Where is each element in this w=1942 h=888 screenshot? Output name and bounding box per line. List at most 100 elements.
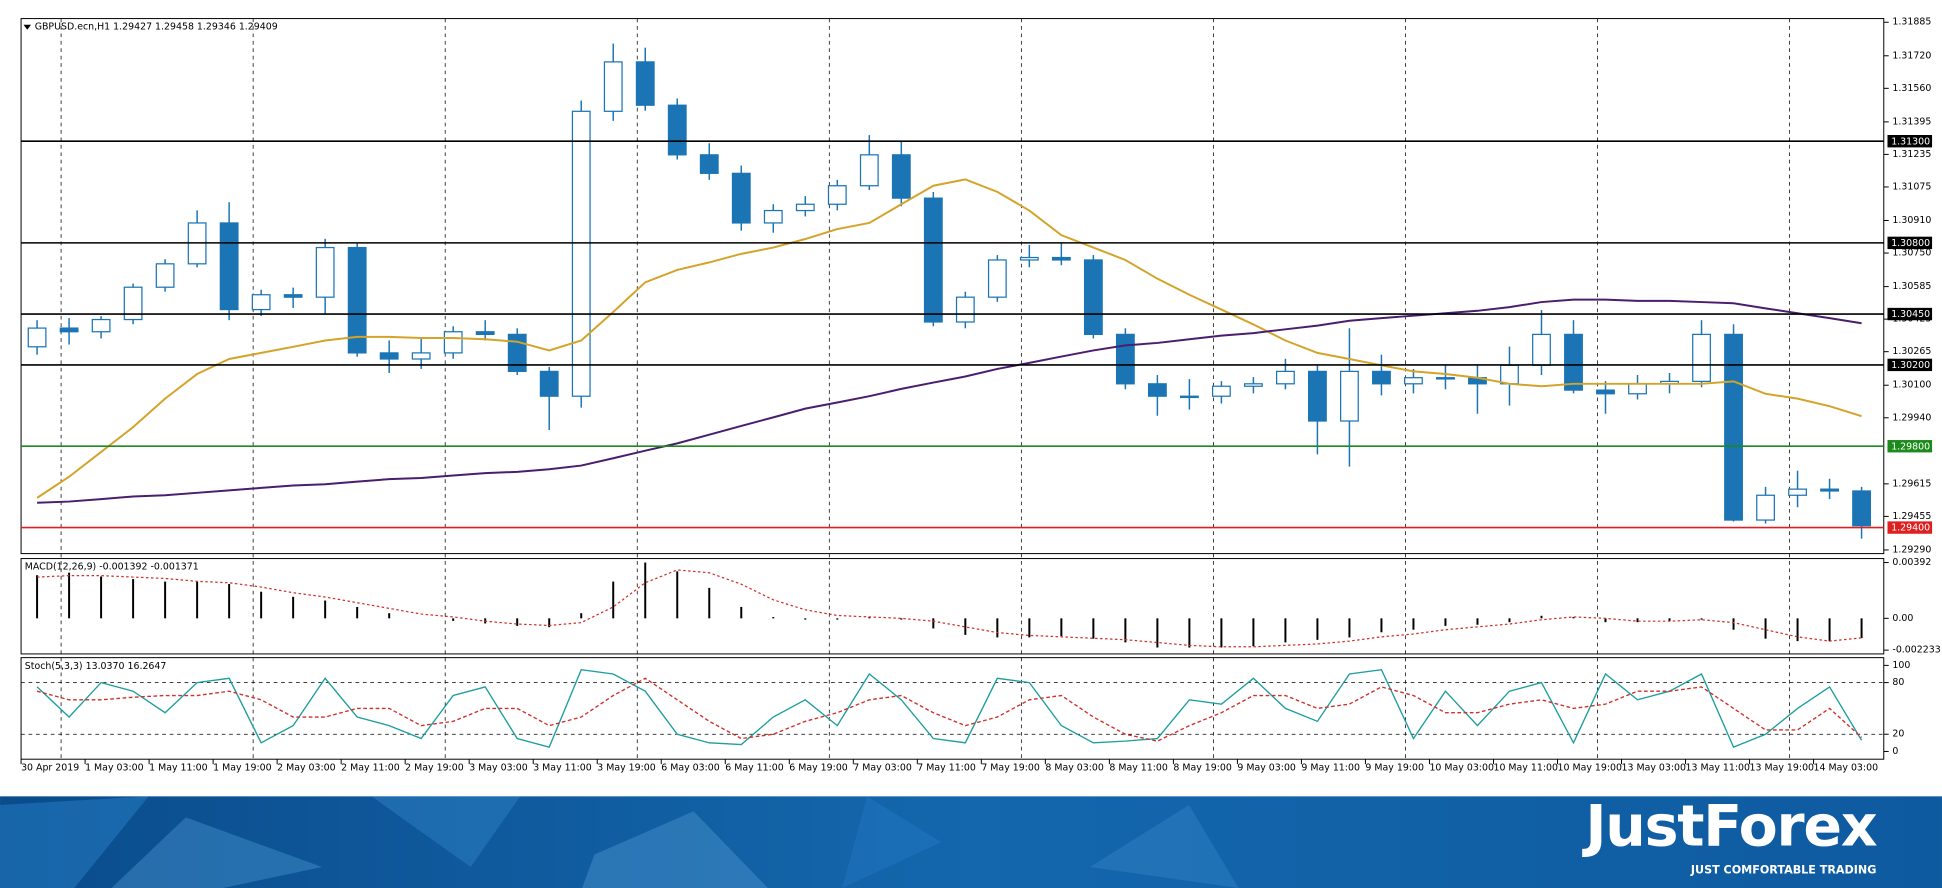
candle-body xyxy=(1500,364,1519,385)
x-tick-label: 6 May 19:00 xyxy=(789,762,848,773)
candle-body xyxy=(1436,377,1455,380)
candle-body xyxy=(475,331,495,336)
candle-body xyxy=(859,154,879,187)
y-tick-label: 1.31395 xyxy=(1892,116,1931,127)
candle-body xyxy=(955,296,975,323)
y-tick-label: 100 xyxy=(1892,660,1910,671)
decor xyxy=(111,817,323,888)
y-tick-label: 80 xyxy=(1892,677,1904,688)
panel-frame xyxy=(20,558,1885,655)
y-tick-label: 1.29615 xyxy=(1892,478,1931,489)
candle-body xyxy=(1564,333,1583,391)
x-tick-label: 9 May 19:00 xyxy=(1365,762,1424,773)
candle-body xyxy=(763,209,783,224)
x-tick-label: 10 May 19:00 xyxy=(1557,762,1622,773)
candle-body xyxy=(1147,383,1167,397)
candle-body xyxy=(315,246,335,298)
panel-title: MACD(12,26,9) -0.001392 -0.001371 xyxy=(25,562,199,573)
y-tick-label: 1.29455 xyxy=(1892,511,1931,522)
price-level-label: 1.29400 xyxy=(1891,523,1930,534)
y-tick-label: 1.31235 xyxy=(1892,149,1931,160)
candle-body xyxy=(1275,370,1295,385)
candle-body xyxy=(891,154,911,199)
candle-body xyxy=(379,352,399,360)
candle-body xyxy=(987,259,1007,298)
candle-body xyxy=(1243,383,1263,387)
candle-body xyxy=(155,263,175,288)
x-tick-label: 7 May 19:00 xyxy=(981,762,1040,773)
candle-body xyxy=(603,61,623,112)
stoch-line xyxy=(36,668,1863,749)
candle-body xyxy=(699,154,719,174)
x-tick-label: 1 May 19:00 xyxy=(213,762,272,773)
candle-body xyxy=(1083,259,1103,336)
candle-body xyxy=(251,294,271,311)
candle-body xyxy=(1372,370,1391,385)
y-tick-label: 1.31075 xyxy=(1892,181,1931,192)
decor xyxy=(582,811,768,888)
candle-body xyxy=(827,185,847,205)
x-tick-label: 6 May 03:00 xyxy=(661,762,720,773)
x-tick-label: 9 May 03:00 xyxy=(1237,762,1296,773)
x-tick-label: 6 May 11:00 xyxy=(725,762,784,773)
x-tick-label: 3 May 11:00 xyxy=(533,762,592,773)
y-tick-label: 1.31885 xyxy=(1892,17,1931,28)
panel-frame xyxy=(20,18,1885,555)
y-tick-label: 1.31720 xyxy=(1892,50,1931,61)
panel-title: GBPUSD.ecn,H1 1.29427 1.29458 1.29346 1.… xyxy=(35,22,278,33)
candle-body xyxy=(507,333,527,373)
candle-body xyxy=(59,327,79,333)
price-level-box xyxy=(1887,440,1933,453)
x-tick-label: 14 May 03:00 xyxy=(1814,762,1879,773)
decor xyxy=(0,796,149,888)
candle-body xyxy=(1019,256,1039,261)
stoch-line xyxy=(36,677,1863,742)
x-tick-label: 1 May 03:00 xyxy=(85,762,144,773)
candle-body xyxy=(1628,383,1647,395)
y-tick-label: 1.30910 xyxy=(1892,215,1931,226)
candle-body xyxy=(1532,333,1551,366)
y-tick-label: 1.30100 xyxy=(1892,380,1931,391)
x-tick-label: 13 May 19:00 xyxy=(1750,762,1815,773)
candle-body xyxy=(1820,488,1839,492)
x-tick-label: 10 May 03:00 xyxy=(1429,762,1494,773)
y-tick-label: 1.31560 xyxy=(1892,83,1931,94)
x-tick-label: 8 May 11:00 xyxy=(1109,762,1168,773)
candle-body xyxy=(411,352,431,360)
y-tick-label: 1.29290 xyxy=(1892,544,1931,555)
candle-body xyxy=(1404,377,1423,385)
footer: JustForex JUST COMFORTABLE TRADING xyxy=(0,793,1942,888)
x-tick-label: 10 May 11:00 xyxy=(1493,762,1558,773)
y-tick-label: 1.30265 xyxy=(1892,346,1931,357)
x-tick-label: 8 May 03:00 xyxy=(1045,762,1104,773)
x-tick-label: 8 May 19:00 xyxy=(1173,762,1232,773)
candle-body xyxy=(667,104,687,156)
footer-band xyxy=(0,796,1942,888)
x-tick-label: 7 May 03:00 xyxy=(853,762,912,773)
x-tick-label: 2 May 11:00 xyxy=(341,762,400,773)
candle-body xyxy=(923,197,943,323)
menu-arrow xyxy=(23,24,31,30)
candle-body xyxy=(1724,333,1743,521)
x-tick-label: 9 May 11:00 xyxy=(1301,762,1360,773)
x-tick-label: 13 May 11:00 xyxy=(1686,762,1751,773)
candle-body xyxy=(795,203,815,212)
y-tick-label: 0.00 xyxy=(1892,613,1913,624)
y-tick-label: 0 xyxy=(1892,746,1898,757)
x-tick-label: 2 May 19:00 xyxy=(405,762,464,773)
y-tick-label: 1.30750 xyxy=(1892,248,1931,259)
candle-body xyxy=(1788,488,1807,496)
candle-body xyxy=(571,110,591,397)
price-level-box xyxy=(1887,521,1933,534)
panel-title: Stoch(5,3,3) 13.0370 16.2647 xyxy=(25,661,167,672)
candle-body xyxy=(219,222,239,311)
decor xyxy=(371,796,521,867)
price-level-label: 1.30200 xyxy=(1891,360,1930,371)
price-level-label: 1.29800 xyxy=(1891,441,1930,452)
candle-body xyxy=(635,61,655,106)
decor xyxy=(842,796,942,888)
x-tick-label: 2 May 03:00 xyxy=(277,762,336,773)
candle-body xyxy=(1308,370,1327,422)
